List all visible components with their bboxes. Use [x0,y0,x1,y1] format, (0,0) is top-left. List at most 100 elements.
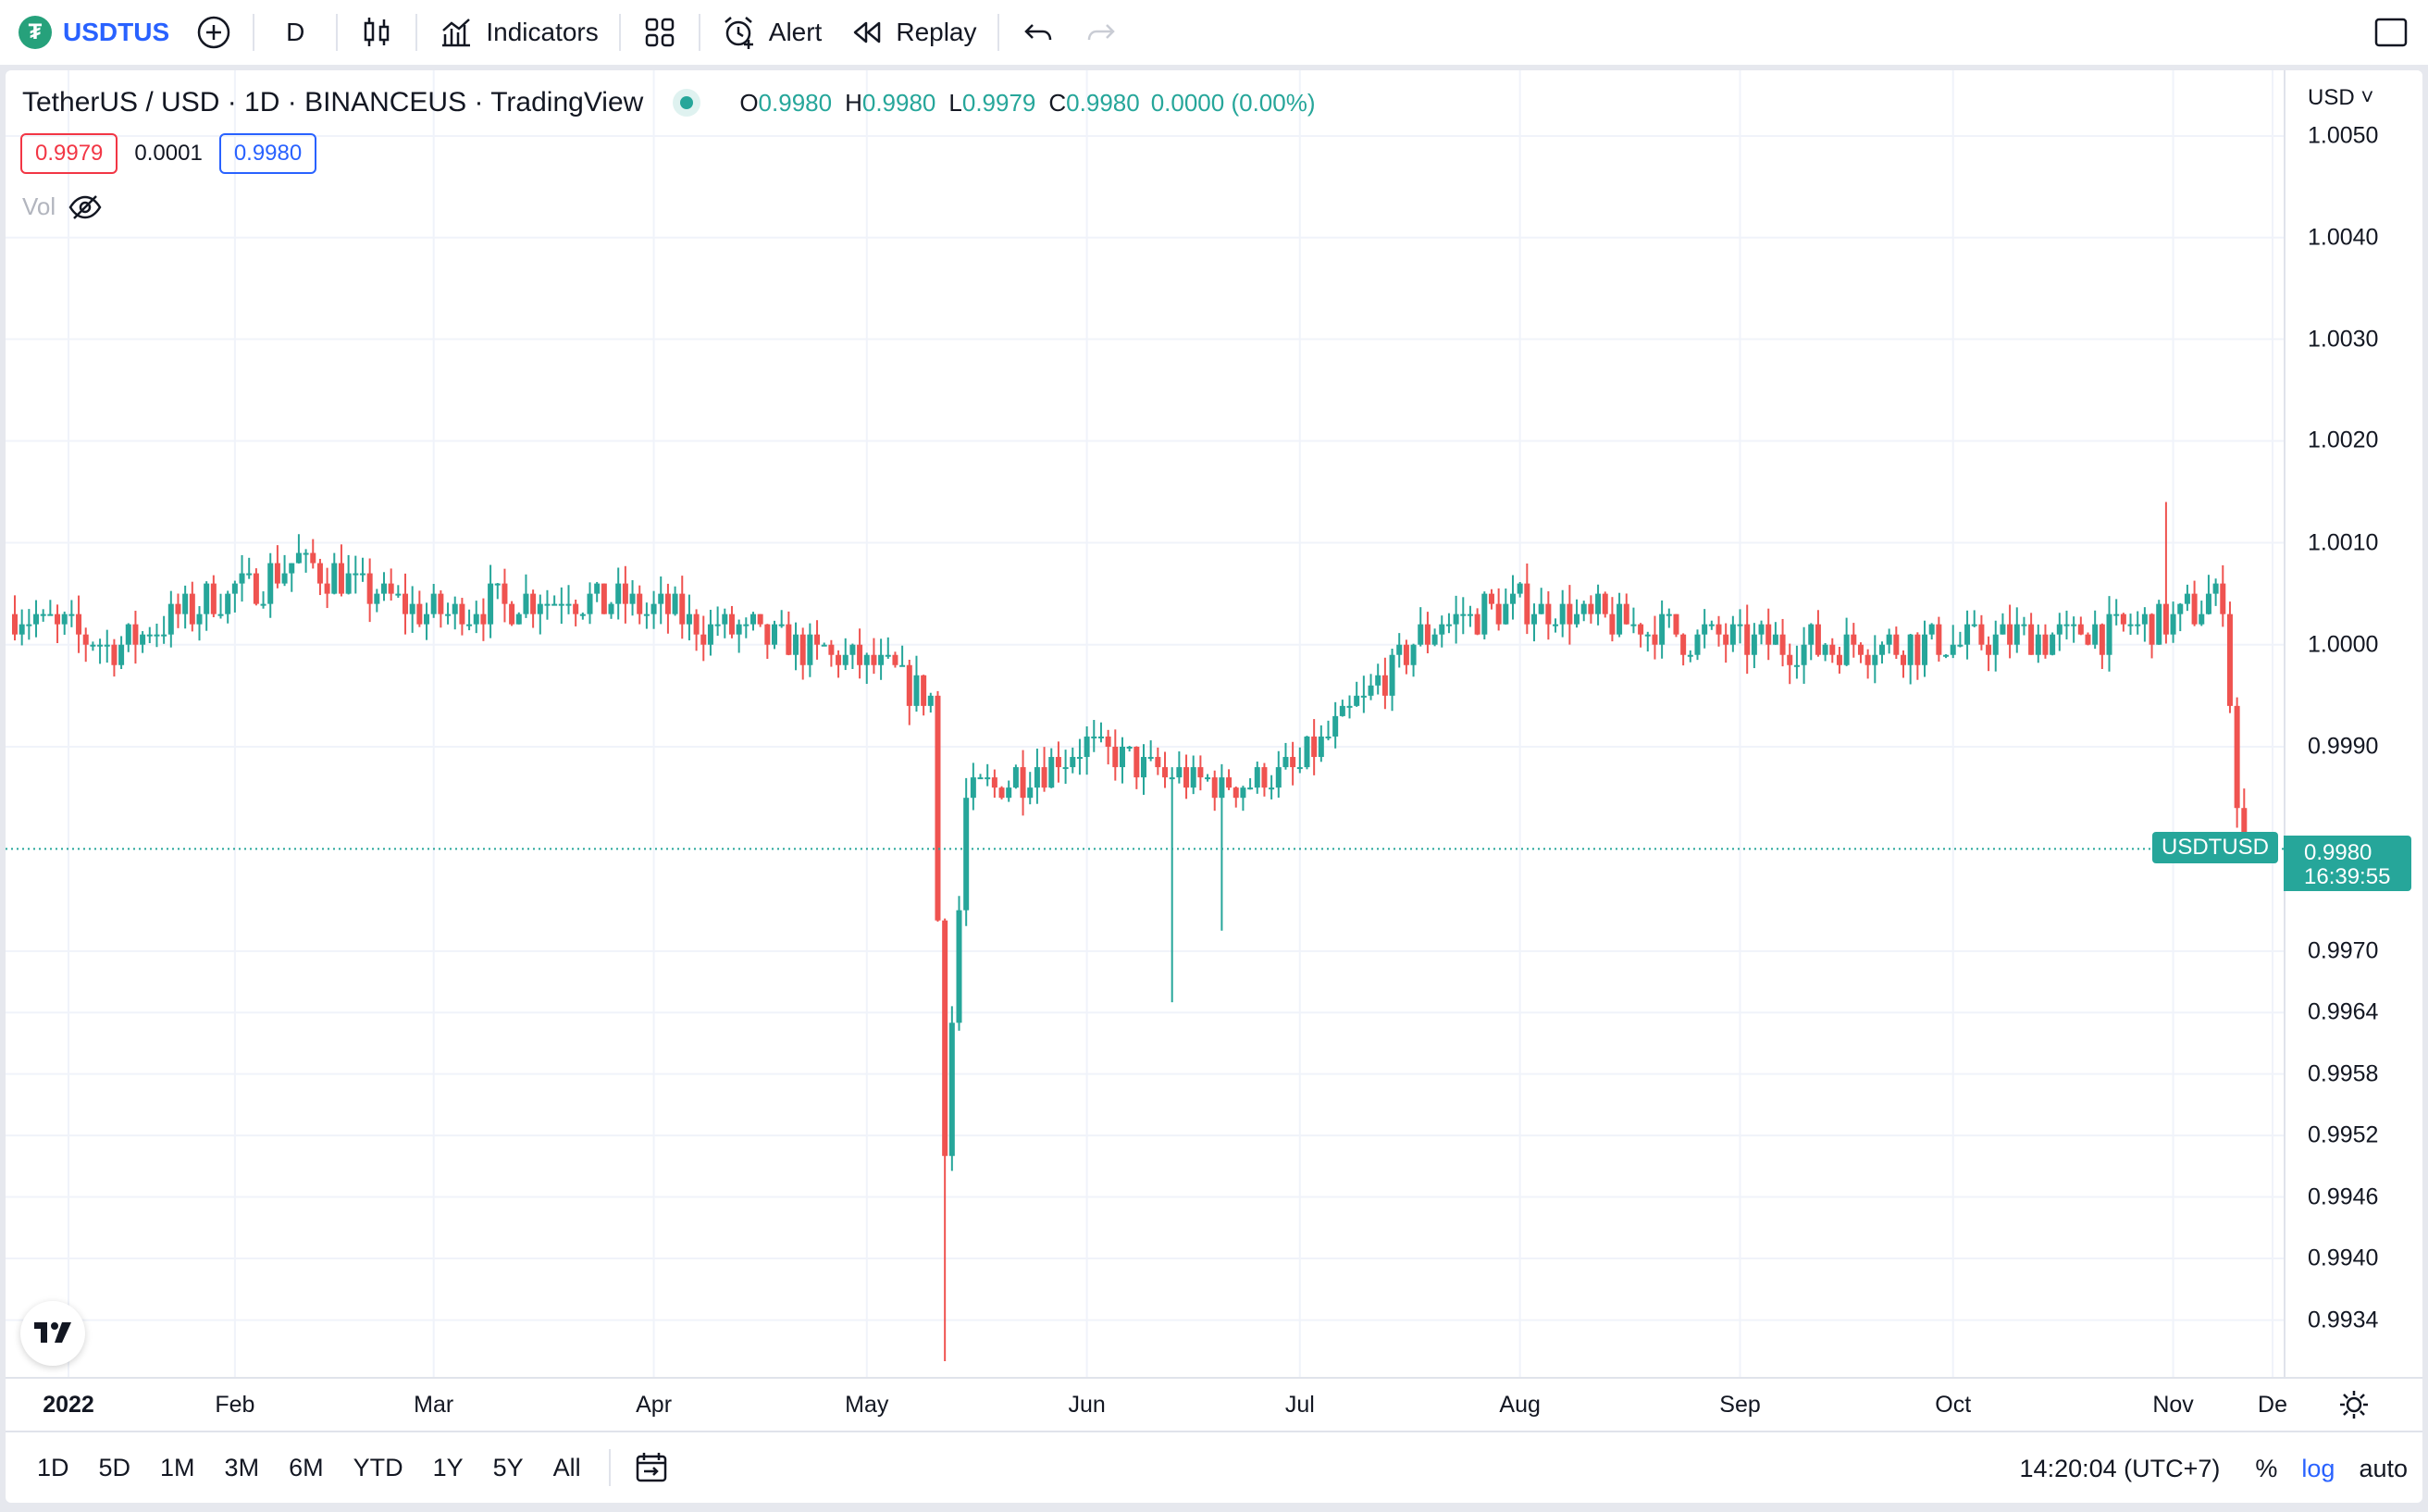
time-axis[interactable]: 2022 Feb Mar Apr May Jun Jul Aug Sep Oct Nov De [6,1377,2422,1431]
compare-symbol-button[interactable] [182,0,245,65]
candle-body [1758,624,1765,635]
candle-body [97,644,104,647]
candle-body [1269,787,1275,790]
replay-button[interactable]: Replay [835,0,989,65]
candle-body [871,654,877,665]
currency-selector[interactable]: USD ˅ [2308,85,2374,110]
candle-body [338,563,344,594]
symbol-search[interactable]: ₮ USDTUS [0,0,182,65]
sell-price-button[interactable]: 0.9979 [20,133,118,174]
range-button-all[interactable]: All [552,1453,581,1481]
buy-price-button[interactable]: 0.9980 [218,133,317,174]
candle-body [295,552,302,564]
range-button-1m[interactable]: 1M [160,1453,195,1481]
layouts-button[interactable] [628,0,691,65]
fullscreen-button[interactable] [2360,0,2422,65]
candle-body [1495,603,1502,625]
candle-body [324,583,330,594]
auto-scale-toggle[interactable]: auto [2359,1454,2408,1482]
candle-body [1630,624,1637,626]
candle-body [2056,624,2063,635]
candle-body [1737,624,1743,626]
open-value: 0.9980 [758,88,833,117]
candle-body [1723,634,1729,645]
candle-body [807,634,813,665]
candle-body [1914,634,1921,665]
candle-body [1524,583,1530,625]
range-button-5d[interactable]: 5D [98,1453,131,1481]
candle-body [1453,613,1459,625]
alert-button[interactable]: Alert [708,0,836,65]
candle-body [1488,593,1494,604]
candle-body [1296,767,1303,770]
candle-body [459,603,465,625]
candle-body [1936,624,1942,655]
interval-button[interactable]: D [262,0,328,65]
candle-body [1836,654,1842,665]
percent-scale-toggle[interactable]: % [2255,1454,2278,1482]
time-tick-label: Jul [1284,1392,1315,1418]
toolbar-divider [618,14,621,51]
redo-button[interactable] [1070,0,1133,65]
candle-body [196,613,203,625]
log-scale-toggle[interactable]: log [2301,1454,2335,1482]
symbol-name: USDTUS [63,18,170,46]
candle-body [1205,777,1211,780]
candle-body [1986,644,1992,655]
candle-body [601,583,607,614]
candle-body [1545,603,1552,625]
time-tick-label: Aug [1499,1392,1541,1418]
range-button-ytd[interactable]: YTD [353,1453,403,1481]
candle-body [1041,767,1047,788]
chart-pane[interactable]: TetherUS / USD · 1D · BINANCEUS · Tradin… [6,70,2422,1503]
toolbar-divider [253,14,255,51]
candle-body [1623,603,1629,625]
candle-body [1864,654,1871,665]
candle-body [438,593,444,614]
go-to-date-icon[interactable] [633,1449,670,1486]
candle-body [225,593,231,614]
clock-timezone[interactable]: 14:20:04 (UTC+7) [2019,1454,2221,1482]
candle-body [1211,777,1218,799]
eye-hidden-icon[interactable] [67,193,104,221]
candle-body [1247,787,1254,790]
candle-body [977,777,984,780]
tradingview-logo-icon[interactable] [20,1301,85,1366]
chart-type-button[interactable] [345,0,408,65]
volume-indicator-row[interactable]: Vol [22,192,104,221]
candle-body [1992,634,1999,655]
candle-body [948,1022,955,1157]
range-button-1d[interactable]: 1D [37,1453,69,1481]
candle-body [1509,593,1516,604]
plus-circle-icon [197,16,230,49]
candle-body [494,583,501,586]
candle-body [1354,695,1360,706]
range-button-3m[interactable]: 3M [224,1453,260,1481]
price-chart[interactable] [6,70,2422,1377]
candle-body [1744,624,1751,655]
price-axis[interactable]: USD ˅ 1.0050 1.0040 1.0030 1.0020 1.0010 1.00… [2284,70,2422,1377]
candle-body [608,603,614,614]
candle-body [82,634,89,645]
candle-body [1950,644,1956,655]
candle-body [1872,654,1878,665]
candle-body [587,593,593,614]
candle-body [1652,634,1658,645]
candle-body [2042,634,2049,655]
legend-title[interactable]: TetherUS / USD · 1D · BINANCEUS · Tradin… [22,87,644,118]
chart-settings-gear-icon[interactable] [2337,1388,2371,1421]
candle-body [40,613,46,616]
range-button-5y[interactable]: 5Y [492,1453,524,1481]
last-price-label: 0.9980 16:39:55 [2284,836,2411,892]
redo-icon [1087,24,1115,41]
range-button-6m[interactable]: 6M [289,1453,324,1481]
candle-body [1325,736,1332,738]
candle-body [68,613,75,616]
candle-body [1233,787,1239,799]
indicators-button[interactable]: Indicators [425,0,611,65]
undo-button[interactable] [1007,0,1070,65]
market-status-icon[interactable] [680,96,694,109]
alarm-clock-icon [724,17,753,49]
candle-body [970,777,976,799]
range-button-1y[interactable]: 1Y [432,1453,464,1481]
